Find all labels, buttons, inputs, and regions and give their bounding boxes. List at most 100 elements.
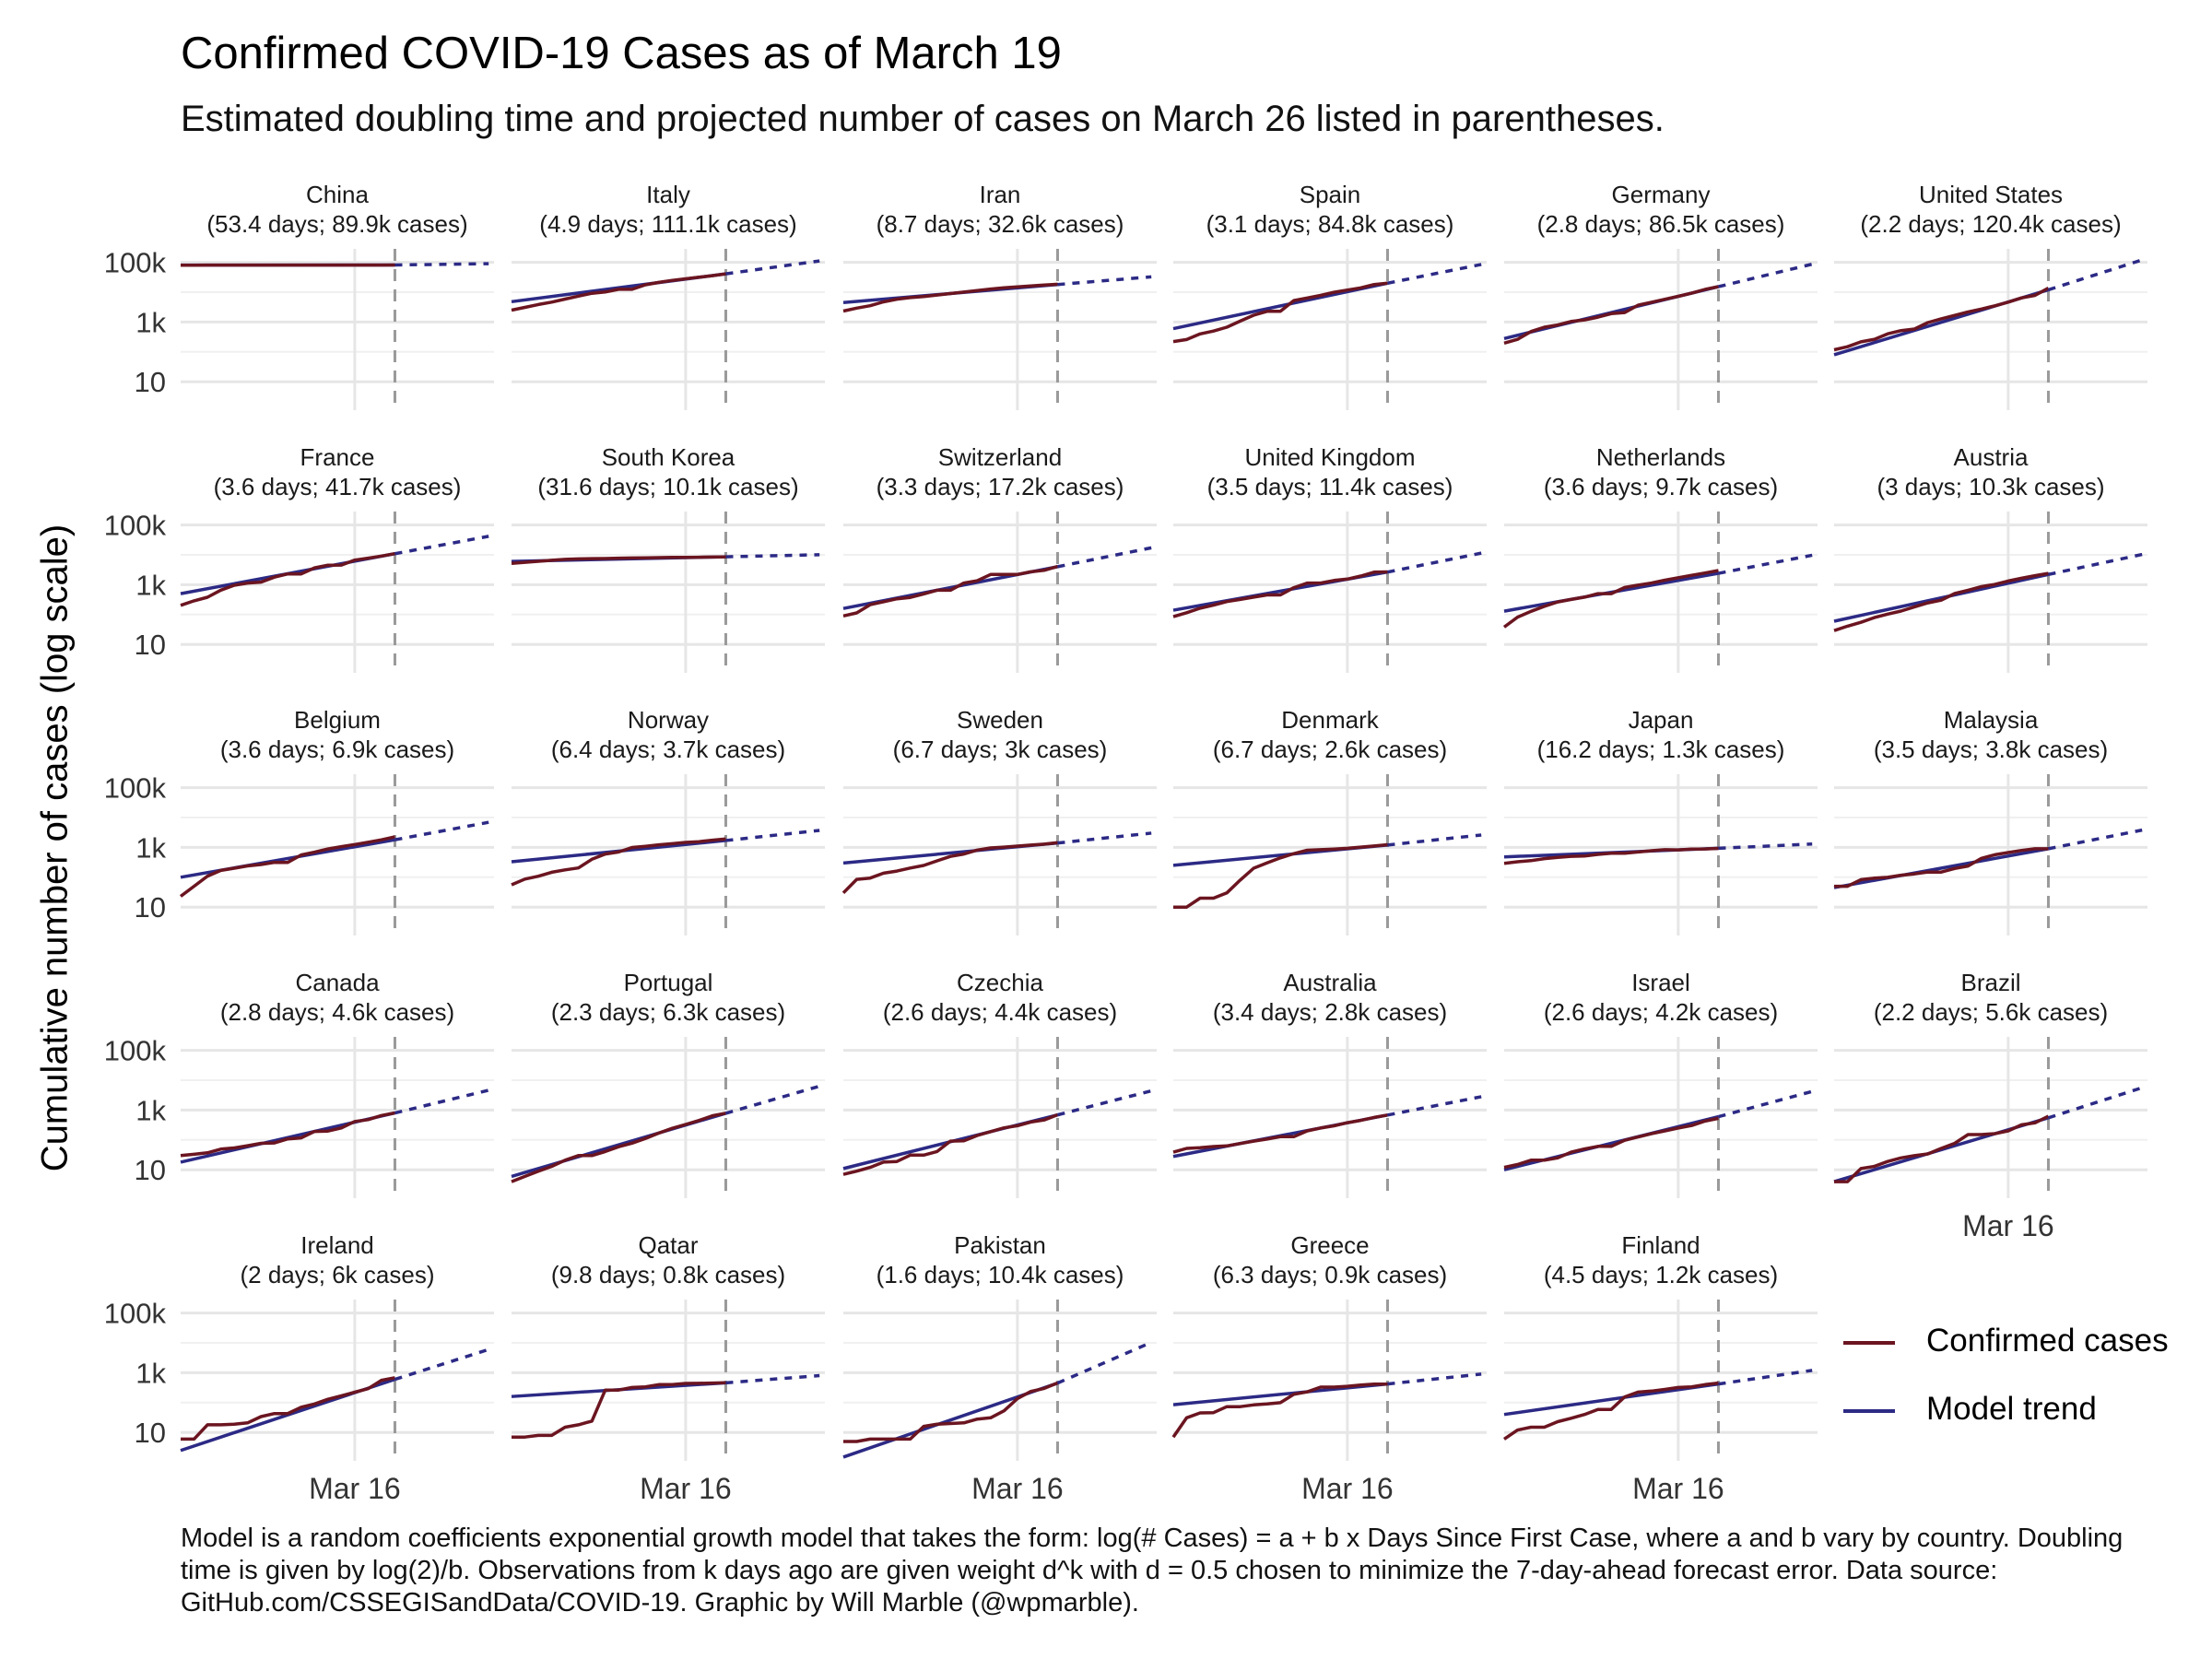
projection-line xyxy=(1387,1372,1482,1386)
panel-subtitle-label: (3 days; 10.3k cases) xyxy=(1877,473,2104,500)
projection-line xyxy=(1718,262,1813,288)
panel-portugal: Portugal(2.3 days; 6.3k cases) xyxy=(511,969,825,1198)
panel-country-label: Iran xyxy=(980,181,1021,208)
panel-country-label: Portugal xyxy=(624,969,713,996)
panel-subtitle-label: (3.5 days; 3.8k cases) xyxy=(1874,735,2108,763)
y-tick-label: 1k xyxy=(135,1094,166,1126)
chart-title: Confirmed COVID-19 Cases as of March 19 xyxy=(181,29,1062,78)
confirmed-cases-line xyxy=(1172,281,1388,344)
confirmed-cases-line xyxy=(180,551,395,607)
panel-canada: Canada(2.8 days; 4.6k cases) 10 1k 100k xyxy=(104,969,494,1198)
panel-italy: Italy(4.9 days; 111.1k cases) xyxy=(511,181,825,410)
projection-line xyxy=(1718,553,1813,575)
panel-country-label: Belgium xyxy=(294,706,381,734)
panel-subtitle-label: (2.6 days; 4.2k cases) xyxy=(1544,998,1778,1026)
panel-country-label: Ireland xyxy=(300,1231,374,1259)
y-tick-label: 100k xyxy=(104,1298,167,1330)
panel-czechia: Czechia(2.6 days; 4.4k cases) xyxy=(842,969,1157,1198)
projection-line xyxy=(1387,1095,1482,1117)
confirmed-cases-line xyxy=(511,272,726,312)
panel-country-label: Denmark xyxy=(1281,706,1379,734)
projection-line xyxy=(1057,831,1152,845)
model-trend-line xyxy=(1833,847,2049,889)
model-trend-line xyxy=(1503,1382,1719,1417)
legend-label-confirmed: Confirmed cases xyxy=(1926,1323,2169,1359)
panel-subtitle-label: (3.3 days; 17.2k cases) xyxy=(877,473,1124,500)
panel-subtitle-label: (3.1 days; 84.8k cases) xyxy=(1206,210,1454,238)
projection-line xyxy=(1718,841,1813,851)
confirmed-cases-line xyxy=(1503,1381,1719,1441)
x-tick-label: Mar 16 xyxy=(1301,1472,1394,1505)
projection-line xyxy=(394,1088,489,1115)
legend-label-trend: Model trend xyxy=(1926,1391,2097,1427)
panel-subtitle-label: (6.7 days; 2.6k cases) xyxy=(1213,735,1447,763)
panel-united-states: United States(2.2 days; 120.4k cases) xyxy=(1833,181,2147,410)
projection-line xyxy=(1057,1088,1152,1117)
panel-subtitle-label: (1.6 days; 10.4k cases) xyxy=(877,1261,1124,1288)
confirmed-cases-line xyxy=(843,1381,1059,1443)
panel-subtitle-label: (3.6 days; 6.9k cases) xyxy=(220,735,454,763)
y-tick-label: 100k xyxy=(104,247,167,279)
projection-line xyxy=(1718,1089,1813,1119)
y-tick-label: 10 xyxy=(135,1154,166,1186)
confirmed-cases-line xyxy=(1833,287,2050,352)
panel-austria: Austria(3 days; 10.3k cases) xyxy=(1833,443,2147,673)
panel-country-label: France xyxy=(300,443,375,471)
panel-malaysia: Malaysia(3.5 days; 3.8k cases) xyxy=(1833,706,2147,935)
panel-sweden: Sweden(6.7 days; 3k cases) xyxy=(841,706,1157,935)
projection-line xyxy=(394,820,489,841)
panel-subtitle-label: (6.7 days; 3k cases) xyxy=(893,735,1108,763)
projection-line xyxy=(725,1373,820,1385)
panel-country-label: Japan xyxy=(1629,706,1694,734)
x-tick-label: Mar 16 xyxy=(1962,1209,2054,1242)
panel-finland: Finland(4.5 days; 1.2k cases) Mar 16 xyxy=(1503,1231,1818,1505)
panel-norway: Norway(6.4 days; 3.7k cases) xyxy=(511,706,825,935)
confirmed-cases-line xyxy=(181,1376,395,1441)
panel-china: China(53.4 days; 89.9k cases) 10 1k 100k xyxy=(104,181,494,410)
panel-country-label: Canada xyxy=(295,969,380,996)
panel-brazil: Brazil(2.2 days; 5.6k cases) Mar 16 xyxy=(1833,969,2147,1242)
panel-netherlands: Netherlands(3.6 days; 9.7k cases) xyxy=(1502,443,1818,673)
panel-switzerland: Switzerland(3.3 days; 17.2k cases) xyxy=(842,443,1157,673)
panel-south-korea: South Korea(31.6 days; 10.1k cases) xyxy=(511,443,825,673)
panel-subtitle-label: (2.6 days; 4.4k cases) xyxy=(883,998,1117,1026)
y-tick-label: 10 xyxy=(135,1417,166,1449)
projection-line xyxy=(1387,551,1482,574)
projection-line xyxy=(394,262,489,267)
panel-belgium: Belgium(3.6 days; 6.9k cases) 10 1k 100k xyxy=(104,706,494,935)
panel-subtitle-label: (8.7 days; 32.6k cases) xyxy=(877,210,1124,238)
y-tick-label: 1k xyxy=(135,306,166,338)
panel-country-label: Malaysia xyxy=(1944,706,2039,734)
legend-swatch-trend xyxy=(1843,1409,1895,1413)
panel-subtitle-label: (4.5 days; 1.2k cases) xyxy=(1544,1261,1778,1288)
panel-united-kingdom: United Kingdom(3.5 days; 11.4k cases) xyxy=(1172,443,1487,673)
legend-swatch-confirmed xyxy=(1843,1341,1895,1345)
panel-country-label: Norway xyxy=(628,706,709,734)
projection-line xyxy=(2048,552,2143,577)
panel-country-label: Czechia xyxy=(957,969,1043,996)
y-tick-label: 10 xyxy=(135,366,166,398)
panel-subtitle-label: (2 days; 6k cases) xyxy=(241,1261,435,1288)
projection-line xyxy=(394,1347,489,1382)
panel-country-label: South Korea xyxy=(602,443,735,471)
panel-country-label: Italy xyxy=(646,181,690,208)
panel-ireland: Ireland(2 days; 6k cases) 10 1k 100k Mar 16 xyxy=(104,1231,494,1505)
panel-subtitle-label: (2.2 days; 120.4k cases) xyxy=(1860,210,2121,238)
confirmed-cases-line xyxy=(511,555,726,565)
panel-subtitle-label: (4.9 days; 111.1k cases) xyxy=(539,210,796,238)
confirmed-cases-line xyxy=(1833,571,2049,632)
panel-country-label: Finland xyxy=(1621,1231,1700,1259)
projection-line xyxy=(394,535,489,556)
confirmed-cases-line xyxy=(511,837,726,887)
panel-country-label: Switzerland xyxy=(938,443,1062,471)
panel-country-label: Sweden xyxy=(957,706,1043,734)
panel-subtitle-label: (2.3 days; 6.3k cases) xyxy=(551,998,785,1026)
panel-country-label: United States xyxy=(1919,181,2063,208)
panel-france: France(3.6 days; 41.7k cases) 10 1k 100k xyxy=(104,443,494,673)
panel-country-label: China xyxy=(306,181,369,208)
confirmed-cases-line xyxy=(841,841,1058,895)
confirmed-cases-line xyxy=(1503,285,1719,345)
panel-subtitle-label: (3.6 days; 9.7k cases) xyxy=(1544,473,1778,500)
confirmed-cases-line xyxy=(1834,847,2049,888)
